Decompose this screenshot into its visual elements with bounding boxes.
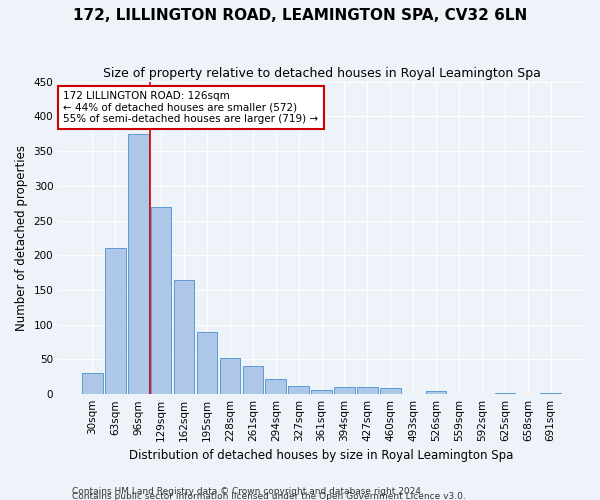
Bar — [426, 392, 446, 394]
Bar — [82, 374, 103, 394]
Text: 172 LILLINGTON ROAD: 126sqm
← 44% of detached houses are smaller (572)
55% of se: 172 LILLINGTON ROAD: 126sqm ← 44% of det… — [64, 91, 319, 124]
Bar — [334, 386, 355, 394]
Bar — [380, 388, 401, 394]
X-axis label: Distribution of detached houses by size in Royal Leamington Spa: Distribution of detached houses by size … — [130, 450, 514, 462]
Bar — [197, 332, 217, 394]
Bar — [220, 358, 240, 394]
Bar — [357, 386, 378, 394]
Y-axis label: Number of detached properties: Number of detached properties — [15, 145, 28, 331]
Bar — [128, 134, 149, 394]
Bar — [151, 206, 172, 394]
Text: Contains HM Land Registry data © Crown copyright and database right 2024.: Contains HM Land Registry data © Crown c… — [72, 486, 424, 496]
Text: 172, LILLINGTON ROAD, LEAMINGTON SPA, CV32 6LN: 172, LILLINGTON ROAD, LEAMINGTON SPA, CV… — [73, 8, 527, 22]
Bar — [242, 366, 263, 394]
Bar — [289, 386, 309, 394]
Title: Size of property relative to detached houses in Royal Leamington Spa: Size of property relative to detached ho… — [103, 68, 541, 80]
Bar — [105, 248, 125, 394]
Bar — [311, 390, 332, 394]
Bar — [265, 379, 286, 394]
Text: Contains public sector information licensed under the Open Government Licence v3: Contains public sector information licen… — [72, 492, 466, 500]
Bar — [174, 280, 194, 394]
